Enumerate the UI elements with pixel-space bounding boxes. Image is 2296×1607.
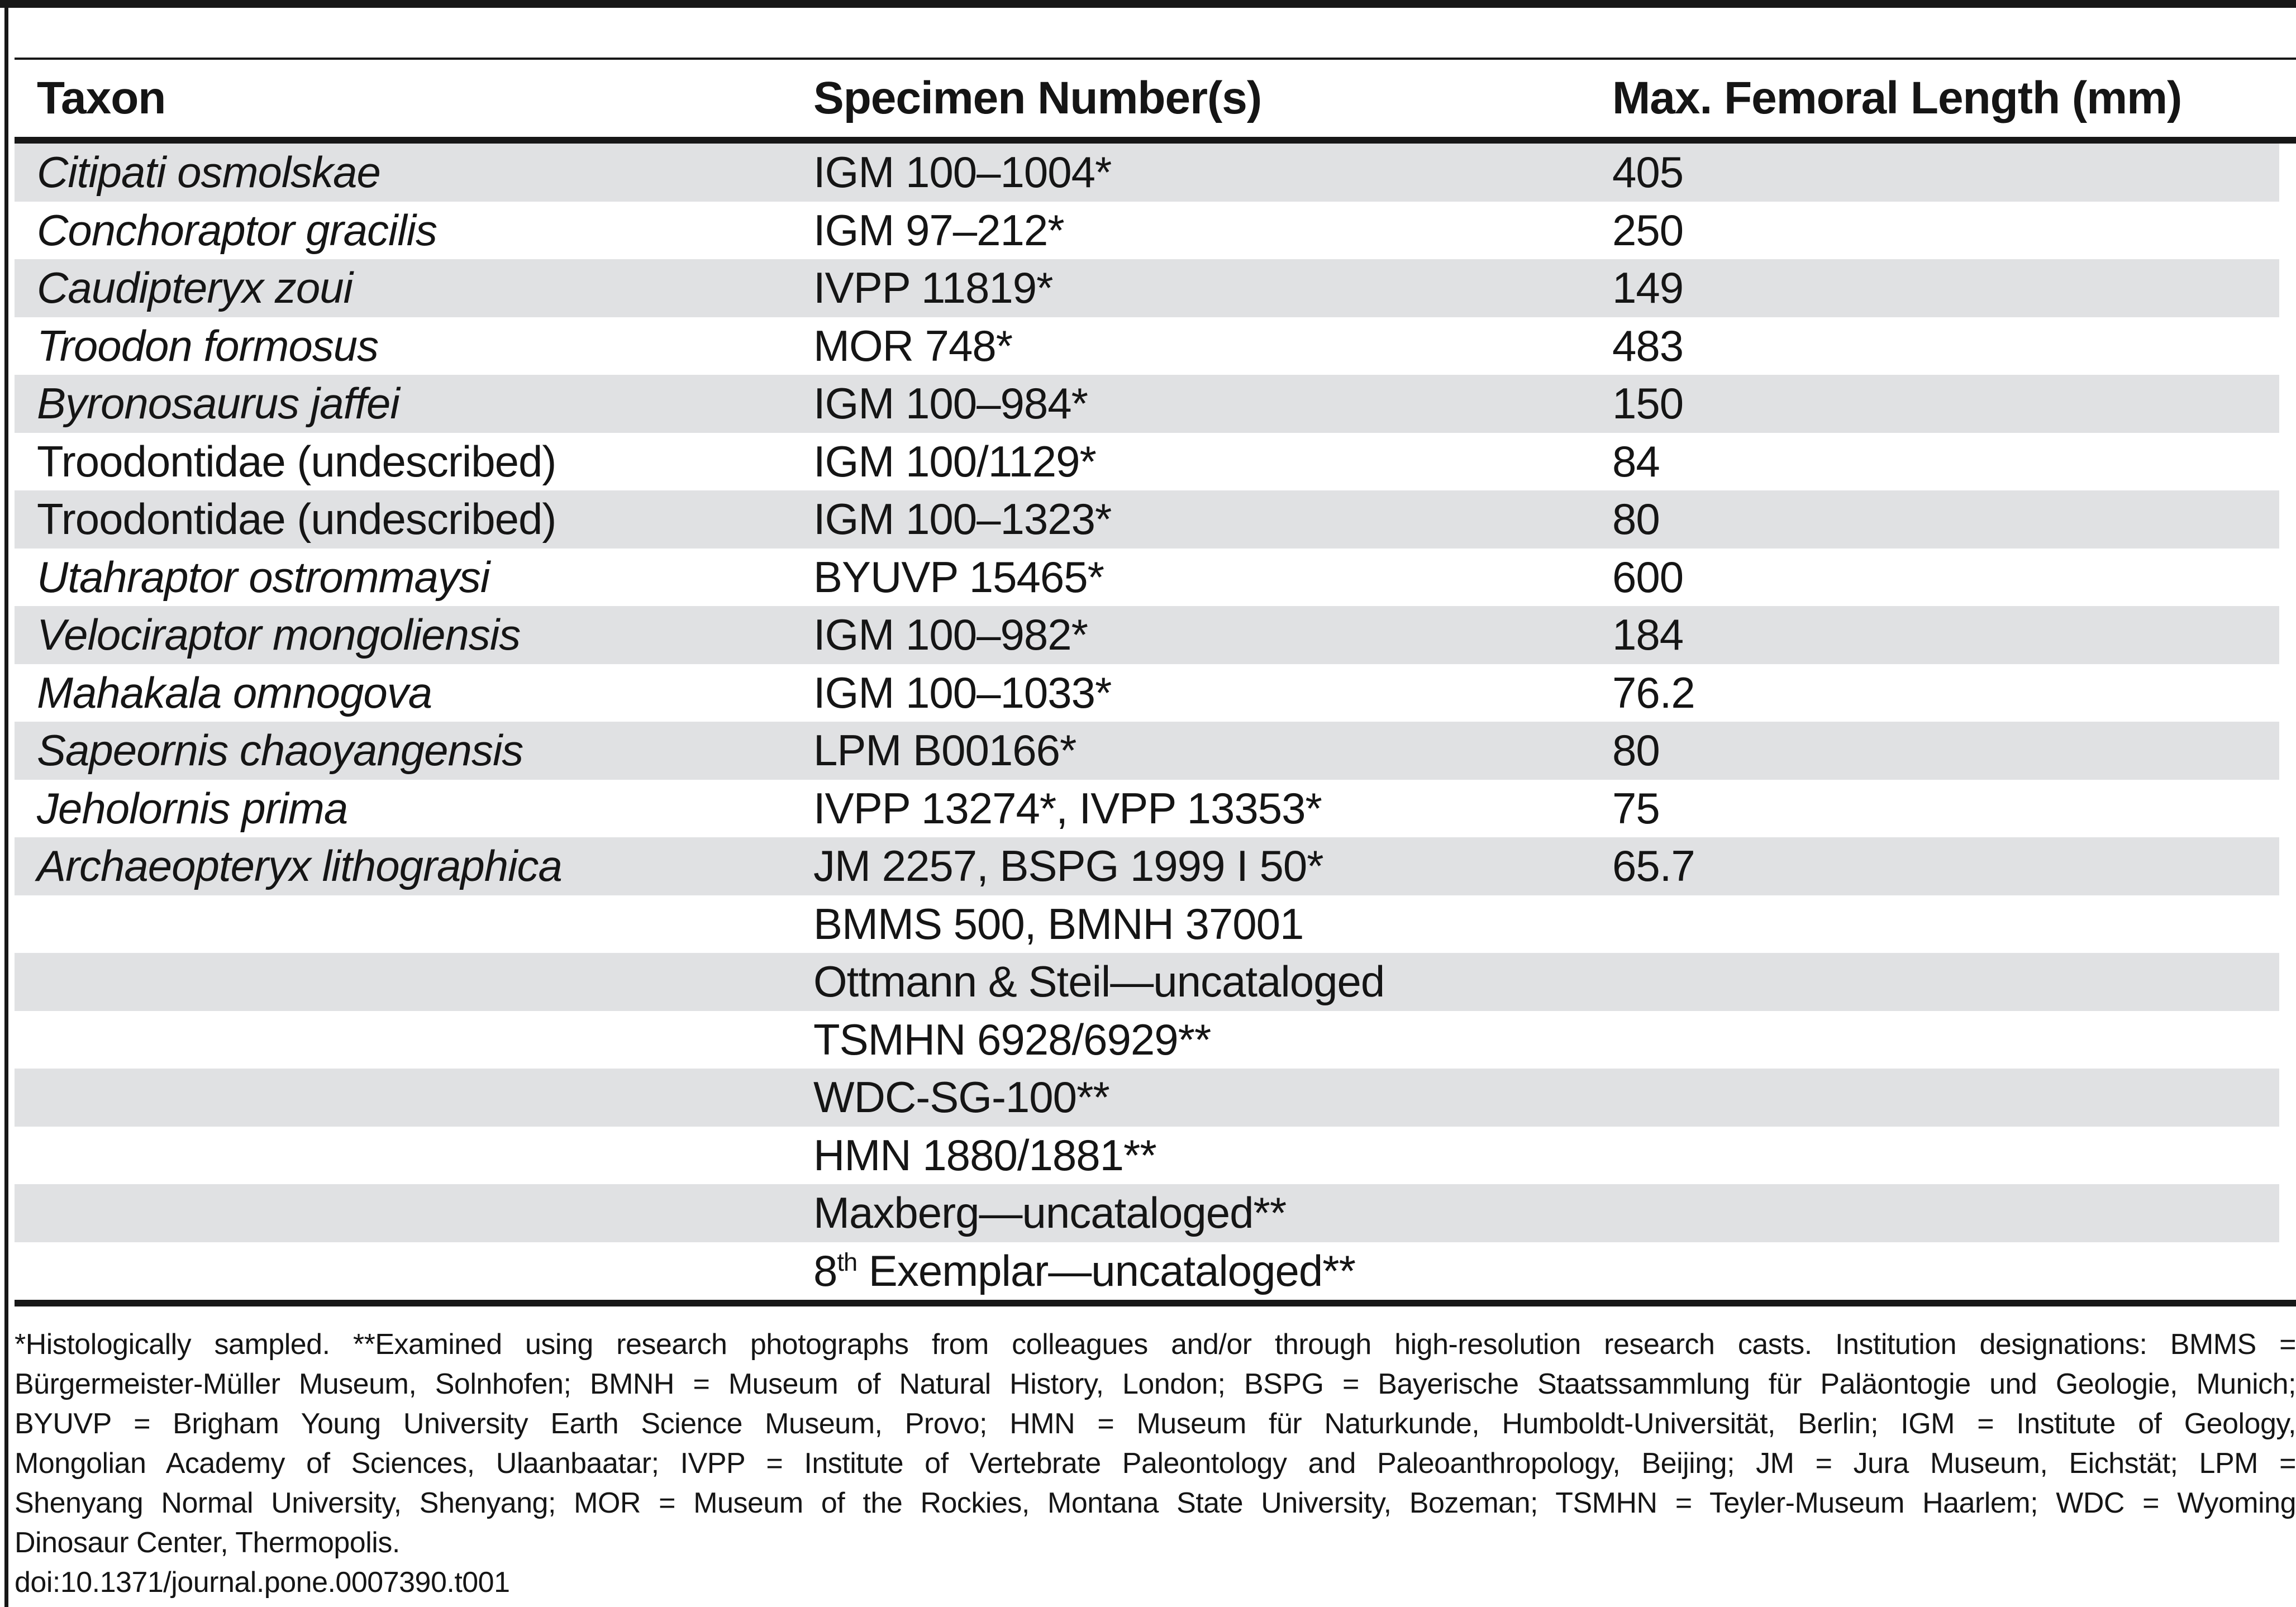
table-row: Mahakala omnogova IGM 100–1033* 76.2 <box>15 664 2279 722</box>
taxon-cell: Utahraptor ostrommaysi <box>37 552 490 602</box>
taxon-cell: Jeholornis prima <box>37 783 348 833</box>
specimen-cell: LPM B00166* <box>813 726 1076 775</box>
left-border-rule <box>4 0 8 1607</box>
taxon-cell: Sapeornis chaoyangensis <box>37 726 523 775</box>
specimen-cell: HMN 1880/1881** <box>813 1130 1157 1180</box>
header-bottom-rule <box>15 137 2296 144</box>
table-bottom-rule <box>15 1300 2296 1306</box>
header-top-rule <box>15 58 2296 60</box>
specimen-cell: IGM 97–212* <box>813 205 1065 255</box>
femoral-length-cell: 150 <box>1612 379 1684 428</box>
specimen-cell: IGM 100–982* <box>813 610 1088 660</box>
specimen-cell: BYUVP 15465* <box>813 552 1104 602</box>
taxon-cell: Mahakala omnogova <box>37 667 432 717</box>
table-row: Ottmann & Steil—uncataloged <box>15 953 2279 1011</box>
taxon-cell: Caudipteryx zoui <box>37 263 353 313</box>
specimen-cell: IGM 100–984* <box>813 379 1088 428</box>
table-row: Citipati osmolskae IGM 100–1004* 405 <box>15 144 2279 202</box>
specimen-cell: IGM 100–1033* <box>813 667 1112 717</box>
specimen-cell: WDC-SG-100** <box>813 1072 1110 1122</box>
table-row: Troodontidae (undescribed) IGM 100/1129* 8… <box>15 433 2279 491</box>
table-body: Citipati osmolskae IGM 100–1004* 405 Concho… <box>15 144 2279 1300</box>
column-header-specimen-numbers: Specimen Number(s) <box>813 73 1262 123</box>
femoral-length-cell: 184 <box>1612 610 1684 660</box>
footnote-line: *Histologically sampled. **Examined usin… <box>15 1328 2296 1361</box>
table-row: Troodontidae (undescribed) IGM 100–1323* 8… <box>15 490 2279 549</box>
femoral-length-cell: 483 <box>1612 321 1684 370</box>
doi-line: doi:10.1371/journal.pone.0007390.t001 <box>15 1566 510 1599</box>
table-row: Byronosaurus jaffei IGM 100–984* 150 <box>15 375 2279 433</box>
taxon-cell: Citipati osmolskae <box>37 147 381 197</box>
femoral-length-cell: 65.7 <box>1612 841 1695 891</box>
table-row: Troodon formosus MOR 748* 483 <box>15 317 2279 375</box>
femoral-length-cell: 600 <box>1612 552 1684 602</box>
femoral-length-cell: 405 <box>1612 147 1684 197</box>
taxon-cell: Troodontidae (undescribed) <box>37 494 556 544</box>
footnote-line: Bürgermeister-Müller Museum, Solnhofen; … <box>15 1368 2296 1400</box>
taxon-cell: Velociraptor mongoliensis <box>37 610 521 660</box>
table-row: Sapeornis chaoyangensis LPM B00166* 80 <box>15 722 2279 780</box>
table-row: Velociraptor mongoliensis IGM 100–982* 184 <box>15 606 2279 664</box>
footnote-line: Shenyang Normal University, Shenyang; MO… <box>15 1487 2296 1519</box>
table-footnote: *Histologically sampled. **Examined usin… <box>15 1325 2296 1563</box>
table-row: TSMHN 6928/6929** <box>15 1011 2279 1069</box>
femoral-length-cell: 250 <box>1612 205 1684 255</box>
taxon-cell: Troodon formosus <box>37 321 379 370</box>
table-header-row: Taxon Specimen Number(s) Max. Femoral Le… <box>15 60 2279 137</box>
footnote-line: Mongolian Academy of Sciences, Ulaanbaat… <box>15 1447 2296 1480</box>
specimen-cell: Maxberg—uncataloged** <box>813 1188 1287 1238</box>
specimen-cell: IGM 100/1129* <box>813 436 1097 486</box>
taxon-cell: Archaeopteryx lithographica <box>37 841 563 891</box>
table-row: WDC-SG-100** <box>15 1069 2279 1127</box>
specimen-cell: IVPP 13274*, IVPP 13353* <box>813 783 1322 833</box>
specimen-cell: IGM 100–1323* <box>813 494 1112 544</box>
table-row: Maxberg—uncataloged** <box>15 1184 2279 1242</box>
ordinal-superscript: th <box>837 1247 858 1276</box>
specimen-cell: BMMS 500, BMNH 37001 <box>813 899 1304 948</box>
taxon-cell: Byronosaurus jaffei <box>37 379 400 428</box>
table-row: HMN 1880/1881** <box>15 1127 2279 1185</box>
table-row: 8th Exemplar—uncataloged** <box>15 1242 2279 1300</box>
femoral-length-cell: 84 <box>1612 436 1660 486</box>
specimen-cell: 8th Exemplar—uncataloged** <box>813 1246 1356 1295</box>
femoral-length-cell: 75 <box>1612 783 1660 833</box>
taxon-cell: Troodontidae (undescribed) <box>37 436 556 486</box>
specimen-cell: Ottmann & Steil—uncataloged <box>813 957 1385 1007</box>
table-row: Archaeopteryx lithographica JM 2257, BSPG… <box>15 837 2279 895</box>
femoral-length-cell: 149 <box>1612 263 1684 313</box>
specimen-cell: JM 2257, BSPG 1999 I 50* <box>813 841 1324 891</box>
footnote-line: Dinosaur Center, Thermopolis. <box>15 1527 400 1559</box>
femoral-length-cell: 80 <box>1612 726 1660 775</box>
specimen-cell: MOR 748* <box>813 321 1013 370</box>
specimen-cell: IGM 100–1004* <box>813 147 1112 197</box>
table-row: BMMS 500, BMNH 37001 <box>15 895 2279 953</box>
column-header-max-femoral-length: Max. Femoral Length (mm) <box>1612 73 2182 123</box>
table-row: Jeholornis prima IVPP 13274*, IVPP 13353*… <box>15 780 2279 838</box>
column-header-taxon: Taxon <box>37 73 166 123</box>
taxon-cell: Conchoraptor gracilis <box>37 205 437 255</box>
table-row: Utahraptor ostrommaysi BYUVP 15465* 600 <box>15 549 2279 607</box>
femoral-length-cell: 76.2 <box>1612 667 1695 717</box>
footnote-line: BYUVP = Brigham Young University Earth S… <box>15 1408 2296 1440</box>
femoral-length-cell: 80 <box>1612 494 1660 544</box>
table-row: Conchoraptor gracilis IGM 97–212* 250 <box>15 202 2279 260</box>
table-row: Caudipteryx zoui IVPP 11819* 149 <box>15 259 2279 317</box>
specimen-cell: TSMHN 6928/6929** <box>813 1014 1211 1064</box>
top-border-rule <box>0 0 2296 8</box>
specimen-cell: IVPP 11819* <box>813 263 1053 313</box>
